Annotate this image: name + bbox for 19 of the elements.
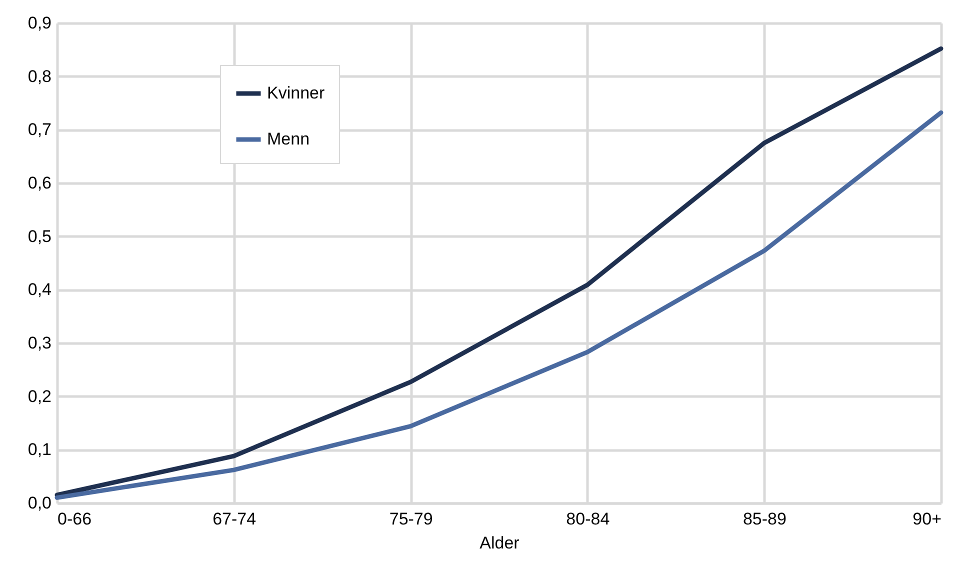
- x-tick-label: 75-79: [389, 510, 433, 528]
- y-tick-label: 0,7: [28, 120, 52, 140]
- x-tick-label: 67-74: [212, 510, 256, 528]
- y-tick-label: 0,2: [28, 386, 52, 406]
- x-tick-label: 85-89: [742, 510, 786, 528]
- y-tick-label: 0,6: [28, 174, 52, 192]
- y-tick-label: 0,1: [28, 440, 52, 460]
- x-axis-title: Alder: [480, 534, 520, 552]
- x-tick-label: 80-84: [566, 510, 610, 528]
- y-tick-label: 0,3: [28, 334, 52, 352]
- x-tick-label: 0-66: [58, 510, 92, 528]
- legend-label: Kvinner: [267, 84, 325, 102]
- y-tick-label: 0,8: [28, 66, 52, 86]
- legend-label: Menn: [267, 130, 310, 148]
- y-tick-label: 0,0: [28, 494, 52, 512]
- y-tick-label: 0,4: [28, 280, 52, 300]
- y-tick-label: 0,5: [28, 226, 52, 246]
- x-tick-label: 90+: [912, 510, 942, 528]
- y-tick-label: 0,9: [28, 14, 52, 32]
